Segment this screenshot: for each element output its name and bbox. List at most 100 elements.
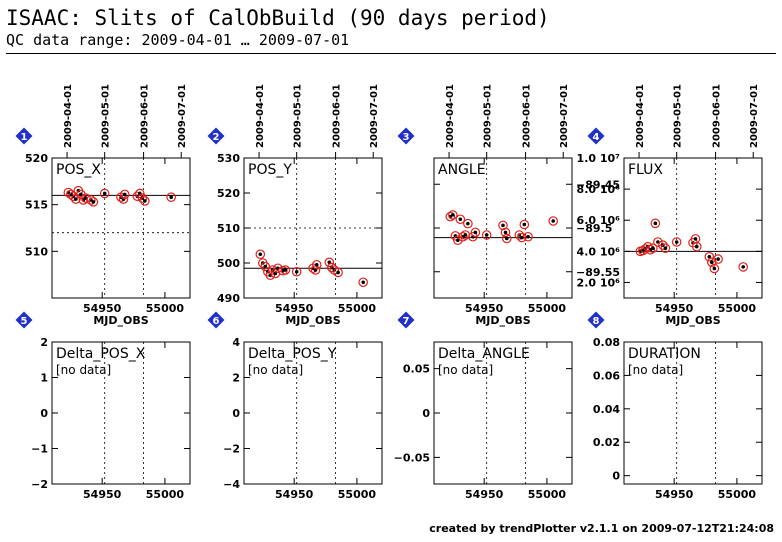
data-point-ring: [291, 266, 302, 277]
data-point-ring: [280, 265, 291, 275]
data-point: [466, 221, 470, 226]
y-tick-label: 0.05: [403, 363, 430, 376]
plot-frame: [623, 341, 763, 485]
plot-frame: [51, 157, 191, 299]
data-point-ring: [707, 257, 717, 268]
data-point: [653, 221, 658, 226]
data-point-ring: [448, 210, 458, 220]
data-point-ring: [119, 189, 130, 200]
data-point: [143, 199, 147, 203]
data-point-ring: [135, 188, 145, 199]
data-point-ring: [137, 193, 148, 203]
x-tick-label: 55000: [146, 302, 185, 315]
panel-number-label: 6: [213, 316, 220, 327]
plot-panel-delta-pos-x: 5 −2 −1 0 1 2 54950 55000 Delta_POS_X[no data]: [15, 311, 191, 501]
date-tick-label: 2009-06-01: [332, 84, 343, 148]
panel-title: POS_X: [56, 162, 101, 178]
x-tick-label: 54950: [655, 488, 694, 501]
date-tick-label: 2009-05-01: [293, 84, 304, 148]
data-point-ring: [501, 233, 512, 244]
data-point: [336, 270, 340, 275]
data-point-ring: [455, 214, 466, 225]
date-tick-label: 2009-05-01: [483, 84, 494, 148]
y-tick-label: 0.04: [593, 403, 620, 416]
date-tick-label: 2009-04-01: [635, 84, 646, 148]
data-point-ring: [324, 257, 335, 268]
data-point: [79, 192, 83, 197]
panel-number-marker: [207, 311, 225, 329]
data-point: [122, 192, 127, 197]
date-tick-label: 2009-07-01: [559, 84, 570, 148]
data-point: [712, 266, 717, 271]
y-tick-label: 490: [217, 292, 240, 305]
data-point: [707, 254, 712, 259]
y-tick-label: 1.0 10⁷: [577, 152, 621, 165]
panel-number-label: 8: [593, 316, 600, 327]
y-tick-label: −89.5: [576, 222, 612, 235]
panel-number-label: 5: [21, 316, 28, 327]
panel-number-label: 1: [21, 132, 28, 143]
y-tick-label: 510: [25, 245, 48, 258]
no-data-label: [no data]: [438, 363, 493, 377]
data-point: [693, 237, 698, 241]
data-point-ring: [333, 267, 343, 278]
x-axis-label: MJD_OBS: [285, 314, 340, 327]
data-point-ring: [453, 235, 463, 246]
data-point-ring: [498, 220, 508, 231]
panel-title: POS_Y: [248, 162, 292, 178]
x-tick-label: 55000: [338, 488, 377, 501]
data-point: [473, 230, 478, 235]
panel-number-marker: [587, 127, 605, 145]
data-point: [458, 217, 463, 222]
data-point-ring: [650, 218, 661, 229]
data-point-ring: [523, 231, 533, 242]
data-point-ring: [713, 254, 723, 264]
panel-number-marker: [207, 127, 225, 145]
panel-number-label: 2: [213, 132, 220, 143]
date-tick-label: 2009-07-01: [369, 84, 380, 148]
x-tick-label: 54950: [655, 302, 694, 315]
y-tick-label: −89.55: [576, 266, 620, 279]
date-tick-label: 2009-05-01: [101, 84, 112, 148]
qc-data-range: QC data range: 2009-04-01 … 2009-07-01: [6, 31, 350, 49]
data-point: [526, 234, 530, 239]
panel-title: Delta_POS_Y: [248, 346, 337, 362]
data-point: [102, 191, 107, 196]
panel-number-marker: [397, 311, 415, 329]
date-tick-label: 2009-04-01: [255, 84, 266, 148]
data-point: [520, 235, 524, 240]
y-tick-label: 0: [40, 407, 48, 420]
y-tick-label: 530: [217, 152, 240, 165]
data-point-ring: [78, 195, 89, 205]
y-tick-label: 520: [217, 187, 240, 200]
footer-credit: created by trendPlotter v2.1.1 on 2009-0…: [429, 522, 774, 535]
header-divider: [6, 53, 776, 54]
data-point-ring: [99, 188, 110, 199]
data-point: [361, 280, 365, 285]
x-tick-label: 54950: [465, 488, 504, 501]
date-tick-label: 2009-06-01: [140, 84, 151, 148]
panel-title: DURATION: [628, 346, 701, 362]
data-point: [710, 260, 714, 265]
data-point-ring: [648, 243, 658, 254]
panel-number-label: 4: [593, 132, 600, 143]
panel-number-marker: [397, 127, 415, 145]
y-tick-label: 515: [25, 199, 48, 212]
y-tick-label: 4: [232, 336, 240, 349]
date-tick-label: 2009-06-01: [522, 84, 533, 148]
x-tick-label: 55000: [338, 302, 377, 315]
data-point: [294, 269, 299, 274]
data-point: [484, 233, 489, 237]
panel-number-label: 3: [403, 132, 410, 143]
data-point: [663, 246, 668, 251]
y-tick-label: 4.0 10⁶: [577, 245, 621, 258]
page-title: ISAAC: Slits of CalObBuild (90 days peri…: [6, 6, 550, 30]
data-point-ring: [653, 237, 663, 247]
data-point: [503, 230, 508, 235]
data-point-ring: [500, 227, 511, 238]
y-tick-label: 0.06: [593, 369, 620, 382]
data-point: [314, 262, 319, 267]
data-point-ring: [140, 196, 150, 206]
y-tick-label: 2.0 10⁶: [577, 276, 621, 289]
